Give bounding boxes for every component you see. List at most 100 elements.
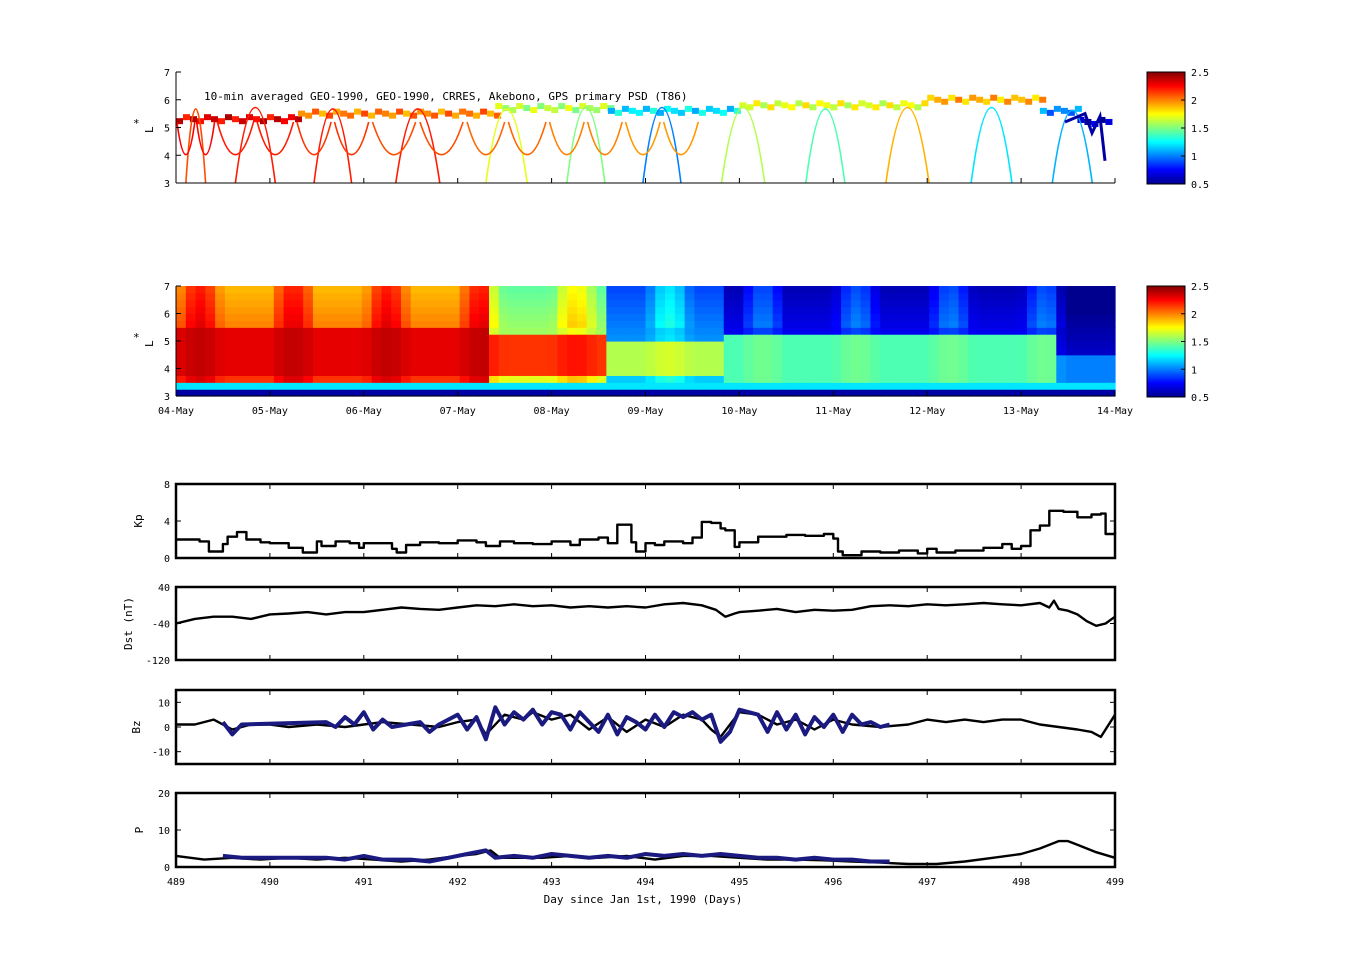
heatmap-cell xyxy=(713,306,725,315)
heatmap-cell xyxy=(508,286,519,294)
heatmap-cell xyxy=(811,299,823,308)
heatmap-cell xyxy=(224,313,236,321)
heatmap-cell xyxy=(371,361,383,370)
heatmap-cell xyxy=(215,368,226,376)
heatmap-cell xyxy=(635,334,647,342)
heatmap-cell xyxy=(938,306,950,315)
heatmap-cell xyxy=(410,389,422,397)
heatmap-cell xyxy=(645,354,656,363)
heatmap-cell xyxy=(782,368,793,376)
heatmap-cell xyxy=(303,341,314,349)
heatmap-cell xyxy=(176,292,187,301)
heatmap-cell xyxy=(518,306,529,315)
y-tick-label: 40 xyxy=(158,583,170,594)
heatmap-cell xyxy=(665,354,676,363)
heatmap-cell xyxy=(1085,292,1097,301)
heatmap-cell xyxy=(420,320,431,328)
heatmap-cell xyxy=(792,286,803,294)
heatmap-cell xyxy=(704,341,715,349)
x-day-tick-label: 498 xyxy=(1012,877,1030,888)
heatmap-cell xyxy=(312,306,324,315)
heatmap-cell xyxy=(410,375,422,383)
heatmap-cell xyxy=(772,334,784,342)
heatmap-cell xyxy=(410,320,422,328)
heatmap-cell xyxy=(185,306,197,315)
heatmap-cell xyxy=(410,368,422,376)
heatmap-cell xyxy=(440,286,451,294)
heatmap-cell xyxy=(254,306,265,315)
heatmap-cell xyxy=(215,313,226,321)
heatmap-cell xyxy=(449,382,461,390)
heatmap-cell xyxy=(234,320,246,328)
heatmap-cell xyxy=(635,292,647,301)
heatmap-cell xyxy=(1017,347,1028,356)
inner-orbit-trace xyxy=(216,121,255,156)
x-day-tick-label: 496 xyxy=(824,877,842,888)
heatmap-cell xyxy=(1105,375,1116,383)
heatmap-cell xyxy=(1085,286,1097,294)
heatmap-cell xyxy=(948,334,960,342)
heatmap-cell xyxy=(283,368,294,376)
heatmap-cell xyxy=(479,327,490,335)
heatmap-cell xyxy=(929,389,940,397)
heatmap-cell xyxy=(1007,375,1018,383)
heatmap-cell xyxy=(694,368,705,376)
geo-track-block xyxy=(340,110,348,117)
heatmap-cell xyxy=(244,382,255,390)
heatmap-cell xyxy=(1046,306,1057,315)
heatmap-cell xyxy=(782,299,793,308)
heatmap-cell xyxy=(645,320,656,328)
heatmap-cell xyxy=(352,354,363,363)
heatmap-cell xyxy=(215,354,226,363)
heatmap-cell xyxy=(831,341,842,349)
heatmap-cell xyxy=(890,299,901,308)
heatmap-cell xyxy=(322,368,334,376)
heatmap-cell xyxy=(420,313,431,321)
geo-track-block xyxy=(466,110,474,117)
heatmap-cell xyxy=(489,389,500,397)
geo-track-block xyxy=(298,110,306,117)
geo-track-block xyxy=(774,100,782,107)
colorbar-tick-label: 2.5 xyxy=(1191,68,1209,79)
geo-track-block xyxy=(719,109,727,116)
heatmap-cell xyxy=(635,382,647,390)
geo-track-block xyxy=(823,102,831,109)
heatmap-cell xyxy=(254,347,265,356)
heatmap-cell xyxy=(968,361,979,370)
heatmap-cell xyxy=(1066,354,1077,363)
heatmap-cell xyxy=(1036,368,1048,376)
heatmap-cell xyxy=(655,354,666,363)
heatmap-cell xyxy=(1056,354,1067,363)
heatmap-cell xyxy=(606,354,617,363)
heatmap-cell xyxy=(684,375,696,383)
x-date-tick-label: 10-May xyxy=(721,406,757,417)
heatmap-cell xyxy=(577,327,588,335)
heatmap-cell xyxy=(1046,292,1057,301)
heatmap-cell xyxy=(723,299,735,308)
geo-track-block xyxy=(781,102,789,109)
y-tick-label: 20 xyxy=(158,789,170,800)
heatmap-cell xyxy=(655,299,666,308)
heatmap-cell xyxy=(1095,320,1106,328)
heatmap-cell xyxy=(528,375,539,383)
heatmap-cell xyxy=(733,341,744,349)
heatmap-cell xyxy=(440,313,451,321)
heatmap-cell xyxy=(1007,334,1018,342)
heatmap-cell xyxy=(713,354,725,363)
heatmap-cell xyxy=(880,368,891,376)
heatmap-cell xyxy=(449,299,461,308)
heatmap-cell xyxy=(753,347,764,356)
heatmap-cell xyxy=(802,306,813,315)
geo-track-block xyxy=(691,107,699,114)
y-tick-label: 3 xyxy=(164,179,170,190)
heatmap-cell xyxy=(625,299,637,308)
heatmap-cell xyxy=(1075,313,1087,321)
heatmap-cell xyxy=(919,341,930,349)
geo-track-block xyxy=(969,94,977,101)
heatmap-cell xyxy=(1105,368,1116,376)
heatmap-cell xyxy=(772,313,784,321)
heatmap-cell xyxy=(635,286,647,294)
heatmap-cell xyxy=(655,361,666,370)
geo-track-block xyxy=(628,107,636,114)
heatmap-cell xyxy=(802,292,813,301)
